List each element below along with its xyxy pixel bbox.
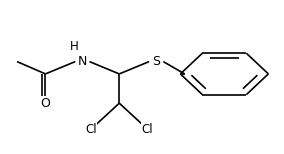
Text: Cl: Cl [142,123,153,136]
Text: S: S [152,55,160,68]
Text: Cl: Cl [85,123,97,136]
Text: O: O [41,97,50,110]
Text: H: H [70,40,78,53]
Text: N: N [78,55,87,68]
